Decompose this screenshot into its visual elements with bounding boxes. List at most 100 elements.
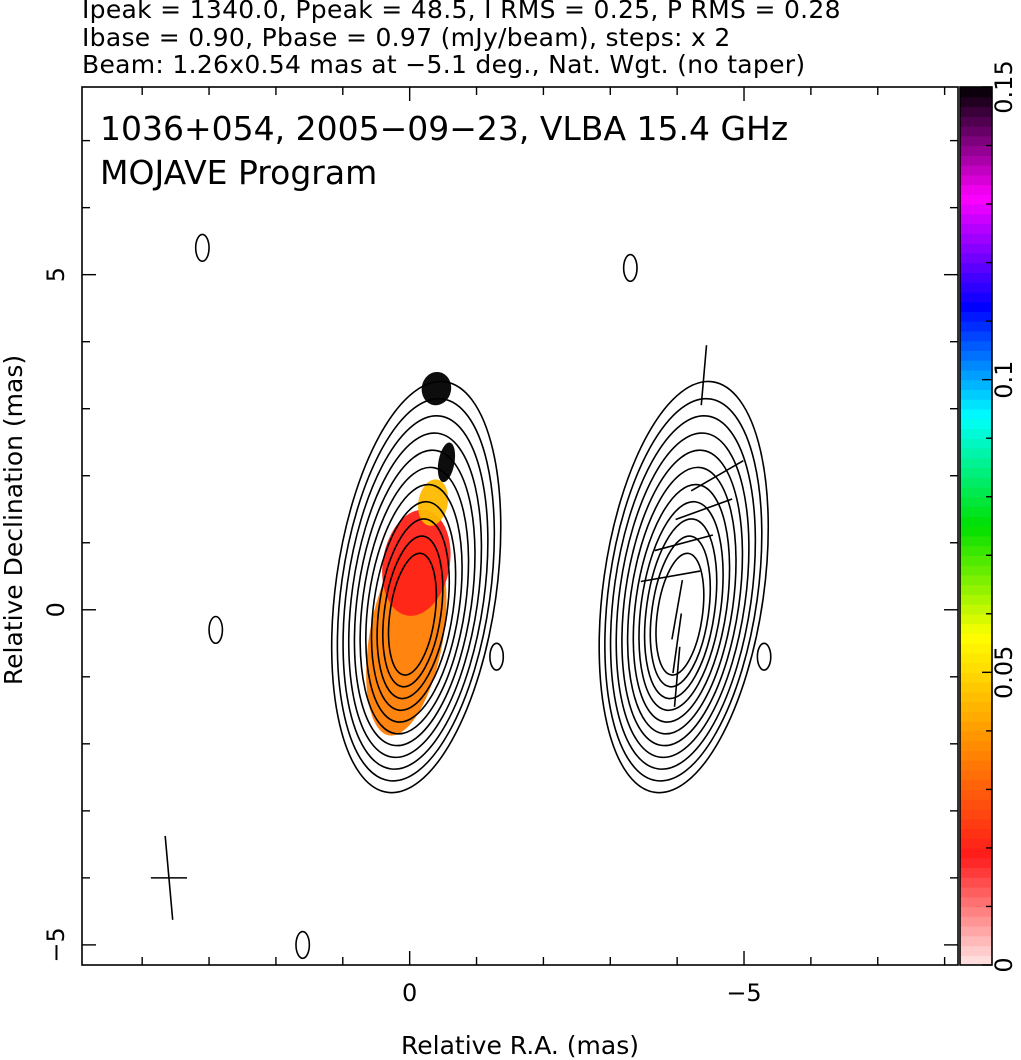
contour-level (615, 432, 750, 759)
y-tick-labels: 5 0 −5 (42, 267, 70, 963)
colorbar-step (960, 672, 992, 683)
colorbar-step (960, 896, 992, 908)
colorbar-step (960, 155, 992, 166)
colorbar-step (960, 799, 992, 810)
colorbar-step (960, 447, 992, 459)
contour-level (382, 535, 444, 688)
contour-level (655, 552, 705, 676)
contour-level (643, 518, 718, 700)
contour-island (295, 930, 311, 960)
colorbar-step (960, 769, 992, 781)
contour-level (330, 380, 502, 794)
colorbar-step (960, 262, 992, 273)
colorbar-step (960, 574, 992, 586)
header-line-1: Ipeak = 1340.0, Ppeak = 48.5, I RMS = 0.… (82, 0, 841, 24)
colorbar (959, 86, 993, 966)
colorbar-step (960, 779, 992, 790)
colorbar-step (960, 828, 992, 839)
evpa-vector-layer (640, 345, 744, 707)
contour-level (604, 397, 763, 782)
colorbar-step (960, 555, 992, 566)
colorbar-step (960, 506, 992, 517)
colorbar-step (960, 750, 992, 761)
colorbar-step (960, 643, 992, 654)
colorbar-step (960, 604, 992, 615)
colorbar-step (960, 565, 992, 576)
colorbar-step (960, 623, 992, 634)
colorbar-tick-labels: 0 0.05 0.1 0.15 (990, 60, 1018, 972)
colorbar-step (960, 116, 992, 127)
colorbar-step (960, 321, 992, 332)
colorbar-step (960, 662, 992, 673)
colorbar-step (960, 135, 992, 147)
colorbar-step (960, 272, 992, 283)
contour-island (208, 615, 224, 645)
colorbar-step (960, 96, 992, 108)
colorbar-step (960, 457, 992, 469)
colorbar-step (960, 418, 992, 430)
y-tick-label: 0 (42, 602, 70, 617)
colorbar-step (960, 340, 992, 351)
colorbar-step (960, 789, 992, 800)
colorbar-step (960, 633, 992, 644)
colorbar-step (960, 184, 992, 195)
contour-level (359, 466, 470, 735)
colorbar-frame (959, 86, 993, 966)
colorbar-step (960, 291, 992, 303)
evpa-vector (690, 459, 744, 492)
contour-level (632, 483, 731, 723)
colorbar-step (960, 408, 992, 420)
colorbar-ticks (982, 86, 992, 966)
evpa-vector (675, 498, 733, 521)
colorbar-step (960, 106, 992, 117)
colorbar-step (960, 916, 992, 927)
colorbar-step (960, 145, 992, 156)
colorbar-step (960, 87, 992, 98)
colorbar-step (960, 467, 992, 478)
colorbar-step (960, 867, 992, 878)
beam-marker (150, 835, 187, 920)
colorbar-step (960, 886, 992, 898)
colorbar-step (960, 808, 992, 820)
chart-title: 1036+054, 2005−09−23, VLBA 15.4 GHz (100, 109, 788, 148)
colorbar-step (960, 925, 992, 937)
colorbar-step (960, 350, 992, 361)
colorbar-step (960, 282, 992, 293)
axis-ticks (82, 87, 958, 965)
colorbar-step (960, 721, 992, 732)
colorbar-tick-label: 0.15 (990, 60, 1018, 113)
contour-level (376, 518, 450, 700)
colorbar-step (960, 252, 992, 264)
colorbar-step (960, 223, 992, 234)
colorbar-step (960, 301, 992, 312)
y-tick-label: −5 (42, 927, 70, 962)
colorbar-step (960, 730, 992, 742)
colorbar-step (960, 379, 992, 391)
colorbar-step (960, 955, 992, 966)
colorbar-step (960, 428, 992, 439)
colorbar-step (960, 740, 992, 751)
colorbar-step (960, 516, 992, 527)
contour-level (626, 466, 737, 735)
colorbar-step (960, 877, 992, 888)
contour-level (638, 500, 724, 712)
colorbar-step (960, 945, 992, 956)
evpa-vector (672, 613, 683, 674)
colorbar-step (960, 838, 992, 849)
colorbar-step (960, 691, 992, 703)
x-tick-label: 0 (402, 979, 417, 1007)
colorbar-step (960, 389, 992, 400)
colorbar-step (960, 906, 992, 917)
colorbar-step (960, 818, 992, 830)
colorbar-step (960, 760, 992, 771)
colorbar-step (960, 399, 992, 410)
colorbar-tick-label: 0 (990, 957, 1018, 972)
plot-frame (81, 86, 959, 966)
chart-subtitle: MOJAVE Program (100, 153, 377, 192)
colorbar-step (960, 126, 992, 137)
contour-level (649, 535, 712, 688)
colorbar-step (960, 701, 992, 712)
colorbar-step (960, 486, 992, 498)
colorbar-step (960, 526, 992, 537)
colorbar-step (960, 233, 992, 244)
